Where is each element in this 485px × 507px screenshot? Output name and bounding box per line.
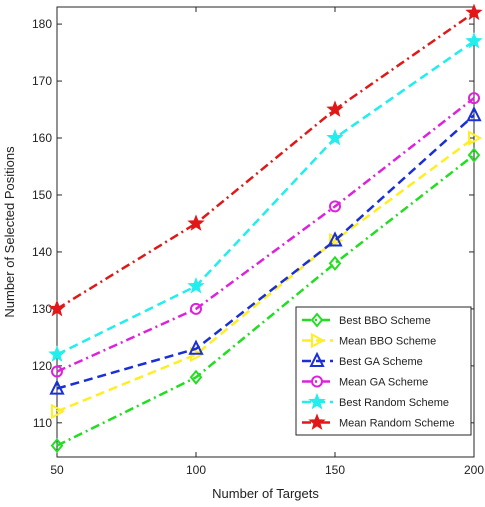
data-point [48,345,66,362]
data-point [187,276,205,294]
data-point [188,339,204,355]
series-best-bbo-scheme [50,147,481,454]
data-point [467,147,481,163]
y-axis-label: Number of Selected Positions [2,146,17,318]
legend-item: Mean Random Scheme [302,413,455,430]
y-tick-label: 160 [32,131,52,145]
data-point [48,299,66,317]
legend-marker [311,375,323,388]
data-point [50,438,64,454]
data-point [328,255,342,271]
data-point [49,379,65,395]
legend-label: Mean GA Scheme [339,377,428,389]
x-tick-label: 50 [50,463,64,477]
data-point [465,32,483,49]
y-tick-label: 150 [32,188,52,202]
legend-marker [311,332,326,349]
data-point [326,100,344,117]
legend-item: Best BBO Scheme [302,312,431,328]
series-best-ga-scheme [49,105,482,395]
legend-marker [308,413,326,430]
data-point [468,130,483,146]
legend-label: Best Random Scheme [339,397,449,409]
legend-label: Mean Random Scheme [339,418,455,430]
data-point [51,403,66,420]
y-tick-label: 130 [32,302,52,316]
legend-marker [308,392,326,410]
legend-marker [309,351,325,367]
y-tick-label: 110 [33,416,52,430]
x-tick-label: 200 [464,463,484,477]
legend-marker [310,312,324,328]
legend-item: Best Random Scheme [302,392,449,410]
series-mean-ga-scheme [51,92,480,378]
data-point [326,128,344,146]
series-line [56,97,475,373]
series-line [56,136,475,413]
data-point [327,231,343,247]
legend-item: Mean BBO Scheme [302,332,436,349]
legend-label: Best BBO Scheme [339,315,431,327]
data-point [329,200,341,213]
series-mean-random-scheme [48,3,483,317]
legend: Best BBO Scheme Mean BBO Scheme Best GA Sc… [295,306,472,436]
x-tick-label: 100 [186,463,206,477]
y-tick-label: 170 [32,74,52,88]
data-point [329,232,344,249]
data-point [468,92,480,105]
series-best-random-scheme [48,32,483,362]
data-point [465,3,483,21]
x-axis-label: Number of Targets [212,486,319,501]
legend-label: Mean BBO Scheme [339,336,436,348]
legend-label: Best GA Scheme [339,356,423,368]
series-line [56,114,475,390]
data-point [190,302,202,315]
series-group [48,3,483,454]
data-point [51,365,63,378]
legend-item: Mean GA Scheme [302,375,428,389]
y-tick-label: 120 [32,359,52,373]
y-tick-label: 180 [32,17,52,31]
legend-item: Best GA Scheme [302,351,423,368]
data-point [466,105,482,122]
data-point [189,369,203,385]
series-line [56,40,475,356]
x-tick-label: 150 [325,463,345,477]
data-point [187,214,205,231]
series-line [56,11,475,310]
legend-box [295,306,472,436]
series-line [56,154,475,447]
y-tick-label: 140 [32,245,52,259]
